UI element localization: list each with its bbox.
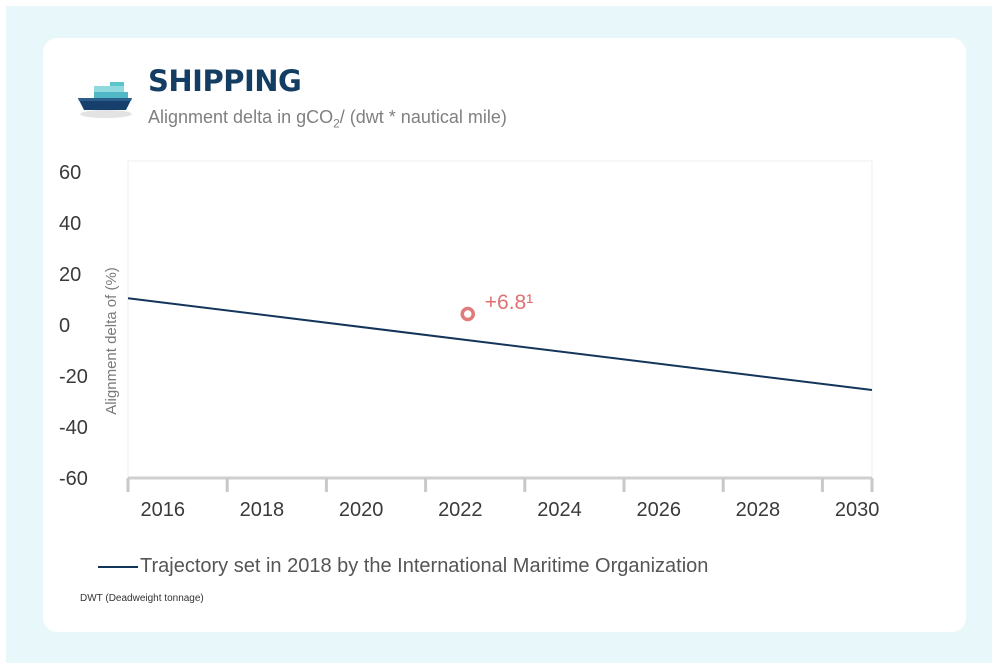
y-tick-label: -60: [59, 468, 88, 490]
footnote: DWT (Deadweight tonnage): [80, 593, 204, 604]
y-tick-label: -20: [59, 366, 88, 388]
y-tick-label: 40: [59, 213, 81, 235]
y-tick-label: 60: [59, 162, 81, 184]
ship-icon: [78, 82, 132, 118]
x-tick-label: 2026: [636, 499, 681, 521]
x-tick-label: 2020: [339, 499, 384, 521]
plot-area: [127, 160, 873, 478]
data-point-label: +6.8¹: [485, 291, 533, 314]
y-tick-label: -40: [59, 417, 88, 439]
data-point: [460, 306, 476, 322]
y-axis-label: Alignment delta of (%): [103, 267, 120, 415]
x-tick-label: 2018: [240, 499, 285, 521]
legend-label: Trajectory set in 2018 by the Internatio…: [140, 555, 709, 577]
page-title: SHIPPING: [148, 64, 302, 98]
legend-swatch: [98, 565, 138, 568]
x-tick-label: 2022: [438, 499, 483, 521]
x-tick-label: 2030: [835, 499, 880, 521]
y-tick-label: 0: [59, 315, 70, 337]
series-line: [127, 297, 873, 392]
legend: Trajectory set in 2018 by the Internatio…: [98, 555, 708, 578]
x-tick-label: 2028: [736, 499, 781, 521]
chart-card: [43, 38, 966, 632]
chart-subtitle: Alignment delta in gCO2/ (dwt * nautical…: [148, 107, 507, 131]
y-tick-label: 20: [59, 264, 81, 286]
x-tick-label: 2016: [140, 499, 185, 521]
x-tick-label: 2024: [537, 499, 582, 521]
